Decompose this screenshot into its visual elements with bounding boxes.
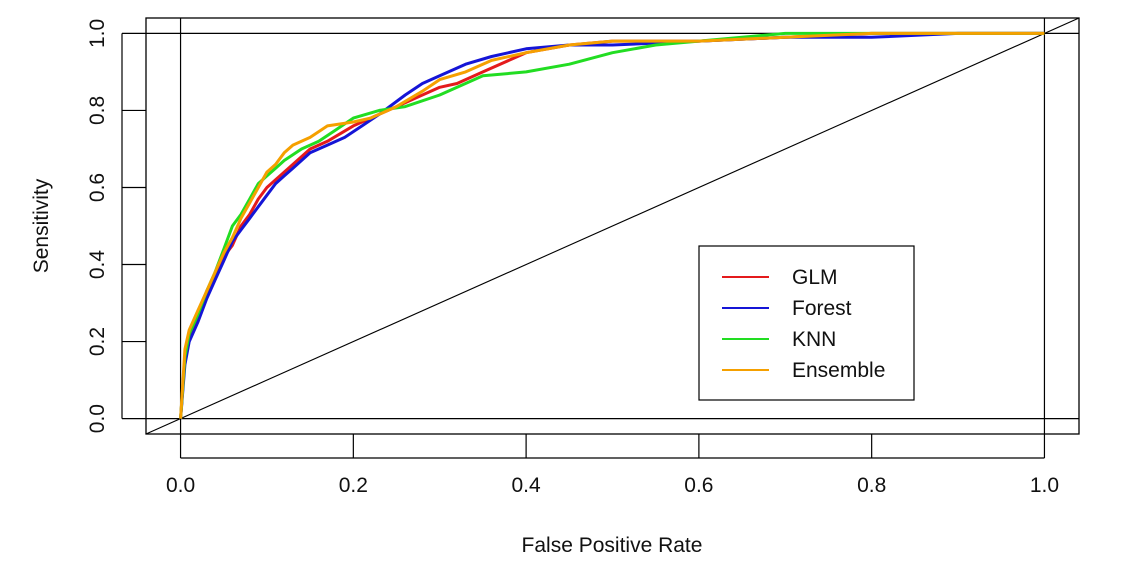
legend-label: Forest <box>792 297 852 320</box>
y-axis-title: Sensitivity <box>30 178 53 273</box>
series-line-ensemble <box>179 31 1045 419</box>
legend: GLM Forest KNN Ensemble <box>698 245 915 401</box>
legend-box <box>698 245 915 401</box>
x-axis: 0.0 0.2 0.4 0.6 0.8 1.0 <box>166 434 1059 497</box>
plot-frame <box>145 17 1080 435</box>
diagonal-ref-line <box>145 17 1080 435</box>
y-tick-label: 0.0 <box>86 404 109 433</box>
x-tick-label: 1.0 <box>1030 474 1059 497</box>
legend-label: GLM <box>792 266 838 289</box>
x-tick-label: 0.6 <box>684 474 713 497</box>
x-tick-label: 0.0 <box>166 474 195 497</box>
x-tick-label: 0.2 <box>339 474 368 497</box>
x-tick-label: 0.4 <box>512 474 542 497</box>
y-tick-label: 0.4 <box>86 250 109 280</box>
y-tick-label: 0.6 <box>86 173 109 202</box>
reference-lines <box>145 17 1080 435</box>
legend-label: Ensemble <box>792 359 885 382</box>
x-axis-title: False Positive Rate <box>522 534 703 557</box>
series-line-forest <box>179 31 1045 419</box>
series-layer <box>179 31 1045 419</box>
y-tick-label: 0.8 <box>86 96 109 125</box>
y-axis: 0.0 0.2 0.4 0.6 0.8 1.0 <box>86 19 146 433</box>
x-tick-label: 0.8 <box>857 474 886 497</box>
y-tick-label: 1.0 <box>86 19 109 48</box>
y-tick-label: 0.2 <box>86 327 109 356</box>
legend-label: KNN <box>792 328 836 351</box>
